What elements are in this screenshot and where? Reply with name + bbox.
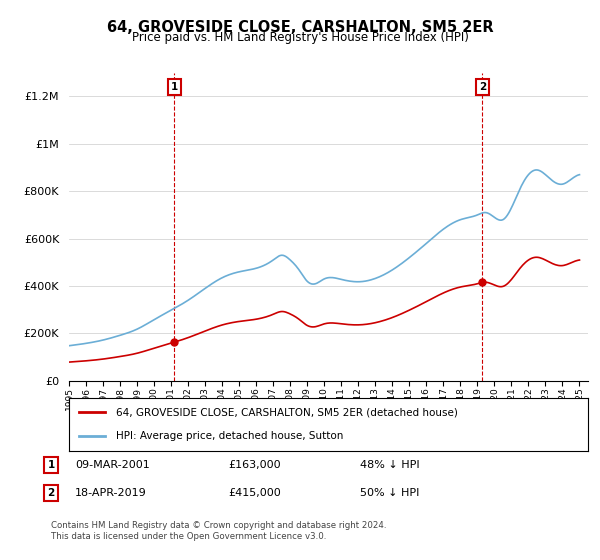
Text: 2: 2 xyxy=(479,82,486,92)
Text: 64, GROVESIDE CLOSE, CARSHALTON, SM5 2ER (detached house): 64, GROVESIDE CLOSE, CARSHALTON, SM5 2ER… xyxy=(116,408,458,418)
Text: £163,000: £163,000 xyxy=(228,460,281,470)
Text: Price paid vs. HM Land Registry's House Price Index (HPI): Price paid vs. HM Land Registry's House … xyxy=(131,31,469,44)
Text: 48% ↓ HPI: 48% ↓ HPI xyxy=(360,460,419,470)
Text: 18-APR-2019: 18-APR-2019 xyxy=(75,488,147,498)
Text: £415,000: £415,000 xyxy=(228,488,281,498)
Text: 1: 1 xyxy=(171,82,178,92)
Text: 50% ↓ HPI: 50% ↓ HPI xyxy=(360,488,419,498)
Text: 64, GROVESIDE CLOSE, CARSHALTON, SM5 2ER: 64, GROVESIDE CLOSE, CARSHALTON, SM5 2ER xyxy=(107,20,493,35)
Text: 1: 1 xyxy=(47,460,55,470)
Text: 09-MAR-2001: 09-MAR-2001 xyxy=(75,460,150,470)
Text: HPI: Average price, detached house, Sutton: HPI: Average price, detached house, Sutt… xyxy=(116,431,343,441)
Text: Contains HM Land Registry data © Crown copyright and database right 2024.
This d: Contains HM Land Registry data © Crown c… xyxy=(51,521,386,540)
Text: 2: 2 xyxy=(47,488,55,498)
